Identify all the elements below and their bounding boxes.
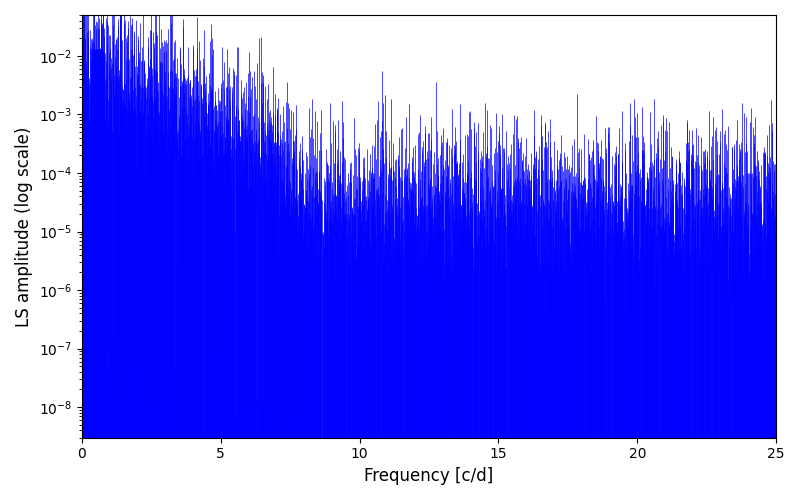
X-axis label: Frequency [c/d]: Frequency [c/d] <box>364 467 494 485</box>
Y-axis label: LS amplitude (log scale): LS amplitude (log scale) <box>15 126 33 326</box>
